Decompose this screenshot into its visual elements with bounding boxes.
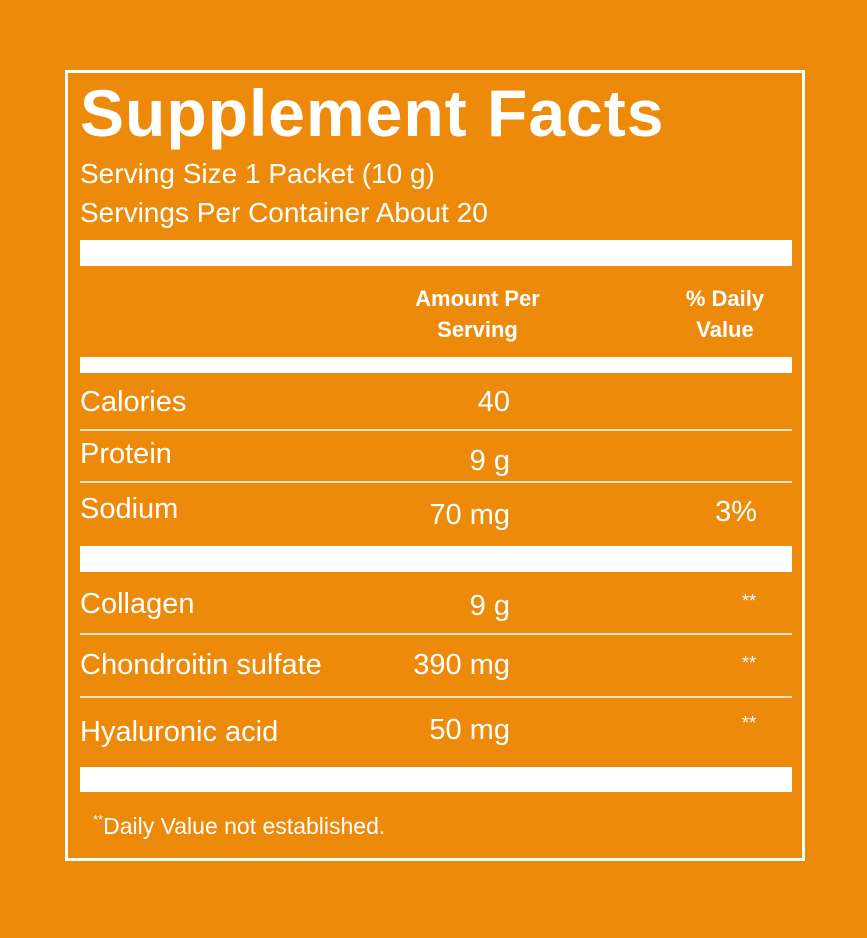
row-divider xyxy=(80,696,792,698)
header-line: Amount Per xyxy=(415,286,540,311)
daily-value-header: % Daily Value xyxy=(660,283,790,345)
servings-per-container: Servings Per Container About 20 xyxy=(80,197,488,228)
row-daily-value: ** xyxy=(741,591,756,611)
serving-size: Serving Size 1 Packet (10 g) xyxy=(80,158,435,189)
panel-title: Supplement Facts xyxy=(80,76,665,150)
row-amount: 70 mg xyxy=(429,499,510,531)
row-daily-value: ** xyxy=(741,713,756,733)
header-line: Serving xyxy=(437,317,518,342)
row-name: Calories xyxy=(80,386,187,418)
footnote-text: Daily Value not established. xyxy=(103,813,386,839)
row-divider xyxy=(80,481,792,483)
row-name: Sodium xyxy=(80,493,179,525)
row-daily-value: ** xyxy=(741,653,756,673)
thick-divider xyxy=(80,357,792,373)
amount-per-serving-header: Amount Per Serving xyxy=(390,283,565,345)
row-amount: 50 mg xyxy=(429,714,510,746)
facts-panel-border xyxy=(65,70,805,861)
row-amount: 9 g xyxy=(469,445,510,477)
header-line: Value xyxy=(696,317,754,342)
row-name: Collagen xyxy=(80,588,195,620)
row-divider xyxy=(80,429,792,431)
row-amount: 390 mg xyxy=(413,649,510,681)
row-daily-value: 3% xyxy=(715,496,757,528)
footnote-marker: ** xyxy=(93,812,104,827)
row-amount: 40 xyxy=(477,386,510,418)
row-name: Hyaluronic acid xyxy=(80,716,279,748)
row-name: Protein xyxy=(80,438,172,470)
thick-divider xyxy=(80,767,792,792)
row-name: Chondroitin sulfate xyxy=(80,649,322,681)
footnote: **Daily Value not established. xyxy=(93,812,386,839)
row-divider xyxy=(80,633,792,635)
thick-divider xyxy=(80,240,792,266)
thick-divider xyxy=(80,546,792,572)
row-amount: 9 g xyxy=(469,590,510,622)
header-line: % Daily xyxy=(685,286,765,311)
